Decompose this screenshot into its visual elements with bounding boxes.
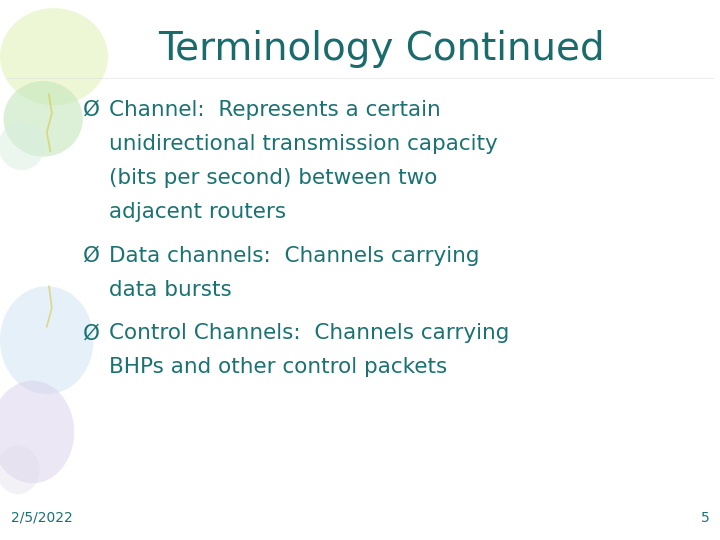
Text: Ø: Ø (83, 323, 100, 343)
Text: Ø: Ø (83, 246, 100, 266)
Text: (bits per second) between two: (bits per second) between two (109, 168, 438, 188)
Text: BHPs and other control packets: BHPs and other control packets (109, 357, 448, 377)
Text: data bursts: data bursts (109, 280, 232, 300)
Ellipse shape (0, 122, 45, 170)
Ellipse shape (0, 286, 94, 394)
Ellipse shape (0, 446, 40, 494)
Text: 5: 5 (701, 511, 709, 525)
Text: Channel:  Represents a certain: Channel: Represents a certain (109, 100, 441, 120)
Text: Ø: Ø (83, 100, 100, 120)
Text: unidirectional transmission capacity: unidirectional transmission capacity (109, 134, 498, 154)
Ellipse shape (0, 8, 108, 105)
Text: 2/5/2022: 2/5/2022 (11, 511, 73, 525)
Text: adjacent routers: adjacent routers (109, 202, 287, 222)
Text: Data channels:  Channels carrying: Data channels: Channels carrying (109, 246, 480, 266)
Text: Terminology Continued: Terminology Continued (158, 30, 605, 68)
Text: Control Channels:  Channels carrying: Control Channels: Channels carrying (109, 323, 510, 343)
Ellipse shape (4, 81, 83, 157)
Ellipse shape (0, 381, 74, 483)
